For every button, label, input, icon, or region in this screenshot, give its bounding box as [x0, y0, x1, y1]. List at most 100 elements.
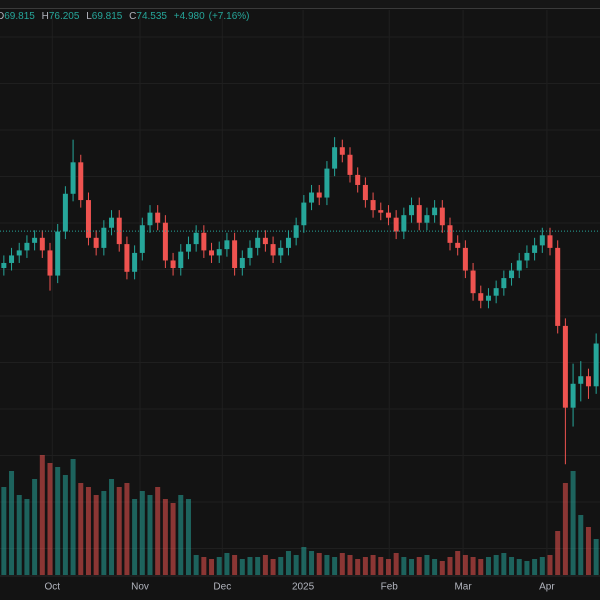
candle-body [270, 244, 276, 256]
candle-body [24, 242, 30, 251]
candle-body [524, 252, 530, 261]
candle-body [532, 245, 538, 253]
volume-bar [39, 455, 45, 575]
x-tick-label: Mar [454, 582, 472, 593]
volume-bar [193, 555, 199, 575]
candle-body [85, 200, 91, 238]
volume-bar [301, 547, 307, 575]
candle-body [501, 278, 507, 289]
candle-body [362, 184, 368, 201]
candle-body [47, 250, 53, 276]
candle-body [455, 242, 461, 248]
candle-body [247, 247, 253, 258]
volume-bar [316, 553, 322, 575]
ohlc-label: C [129, 11, 137, 22]
volume-bar [593, 539, 599, 575]
candle-body [93, 237, 99, 248]
candle-body [209, 250, 215, 256]
x-tick-label: Nov [131, 582, 149, 593]
volume-bar [185, 499, 191, 575]
volume-bar [162, 499, 168, 575]
candle-body [155, 212, 161, 223]
candle-body [193, 232, 199, 245]
volume-bar [509, 557, 515, 575]
volume-bar [24, 499, 30, 575]
volume-bar [485, 557, 491, 575]
volume-bar [339, 553, 345, 575]
volume-bar [401, 557, 407, 575]
volume-bar [570, 471, 576, 575]
candle-body [470, 270, 476, 294]
volume-bar [178, 495, 184, 575]
volume-bar [409, 559, 415, 575]
candle-body [124, 244, 130, 272]
volume-bar [447, 557, 453, 575]
volume-bar [362, 557, 368, 575]
x-tick-label: Apr [539, 582, 555, 593]
candle-body [16, 250, 22, 256]
ohlc-value: 69.815 [4, 11, 35, 22]
candle-body [547, 235, 553, 248]
volume-bar [170, 503, 176, 575]
candle-body [347, 154, 353, 175]
ohlc-value: 74.535 [136, 11, 167, 22]
x-tick-label: Feb [381, 582, 399, 593]
candle-body [262, 237, 268, 245]
toolbar [0, 0, 600, 9]
volume-bar [555, 531, 561, 575]
volume-bar [139, 491, 145, 575]
x-tick-label: Dec [213, 582, 231, 593]
volume-bar [285, 551, 291, 575]
volume-bar [278, 557, 284, 575]
volume-bar [124, 483, 130, 575]
candle-body [462, 247, 468, 271]
candle-body [1, 262, 7, 269]
volume-bar [347, 555, 353, 575]
volume-bar [216, 557, 222, 575]
volume-bar [224, 553, 230, 575]
candle-body [62, 193, 68, 232]
volume-bar [93, 495, 99, 575]
candle-body [393, 217, 399, 232]
ohlc-label: D [0, 11, 5, 22]
volume-bar [232, 555, 238, 575]
volume-bar [116, 487, 122, 575]
volume-bar [424, 555, 430, 575]
candle-body [493, 288, 499, 296]
change-pct: (+7.16%) [208, 11, 250, 22]
volume-bar [85, 487, 91, 575]
volume-bar [393, 553, 399, 575]
x-tick-label: 2025 [292, 582, 315, 593]
volume-bar [47, 463, 53, 575]
candle-body [147, 212, 153, 226]
candle-body [439, 207, 445, 226]
volume-bar [332, 557, 338, 575]
candle-body [478, 293, 484, 301]
candle-body [224, 240, 230, 250]
ohlc-value: 76.205 [48, 11, 80, 22]
candle-body [316, 192, 322, 198]
volume-bar [324, 555, 330, 575]
volume-bar [32, 479, 38, 575]
volume-bar [585, 527, 591, 575]
candle-body [178, 251, 184, 269]
volume-bar [385, 559, 391, 575]
volume-bar [9, 471, 15, 575]
volume-bar [293, 555, 299, 575]
candle-body [239, 257, 245, 269]
candle-body [9, 255, 15, 263]
volume-bar [355, 559, 361, 575]
volume-bar [309, 551, 315, 575]
candle-body [255, 237, 261, 248]
candle-body [355, 174, 361, 185]
candle-body [562, 325, 568, 408]
candle-body [232, 240, 238, 269]
candle-body [301, 202, 307, 226]
volume-bar [516, 559, 522, 575]
candle-body [101, 227, 107, 248]
candle-body [509, 270, 515, 279]
volume-bar [439, 561, 445, 575]
volume-bar [539, 557, 545, 575]
volume-bar [247, 557, 253, 575]
